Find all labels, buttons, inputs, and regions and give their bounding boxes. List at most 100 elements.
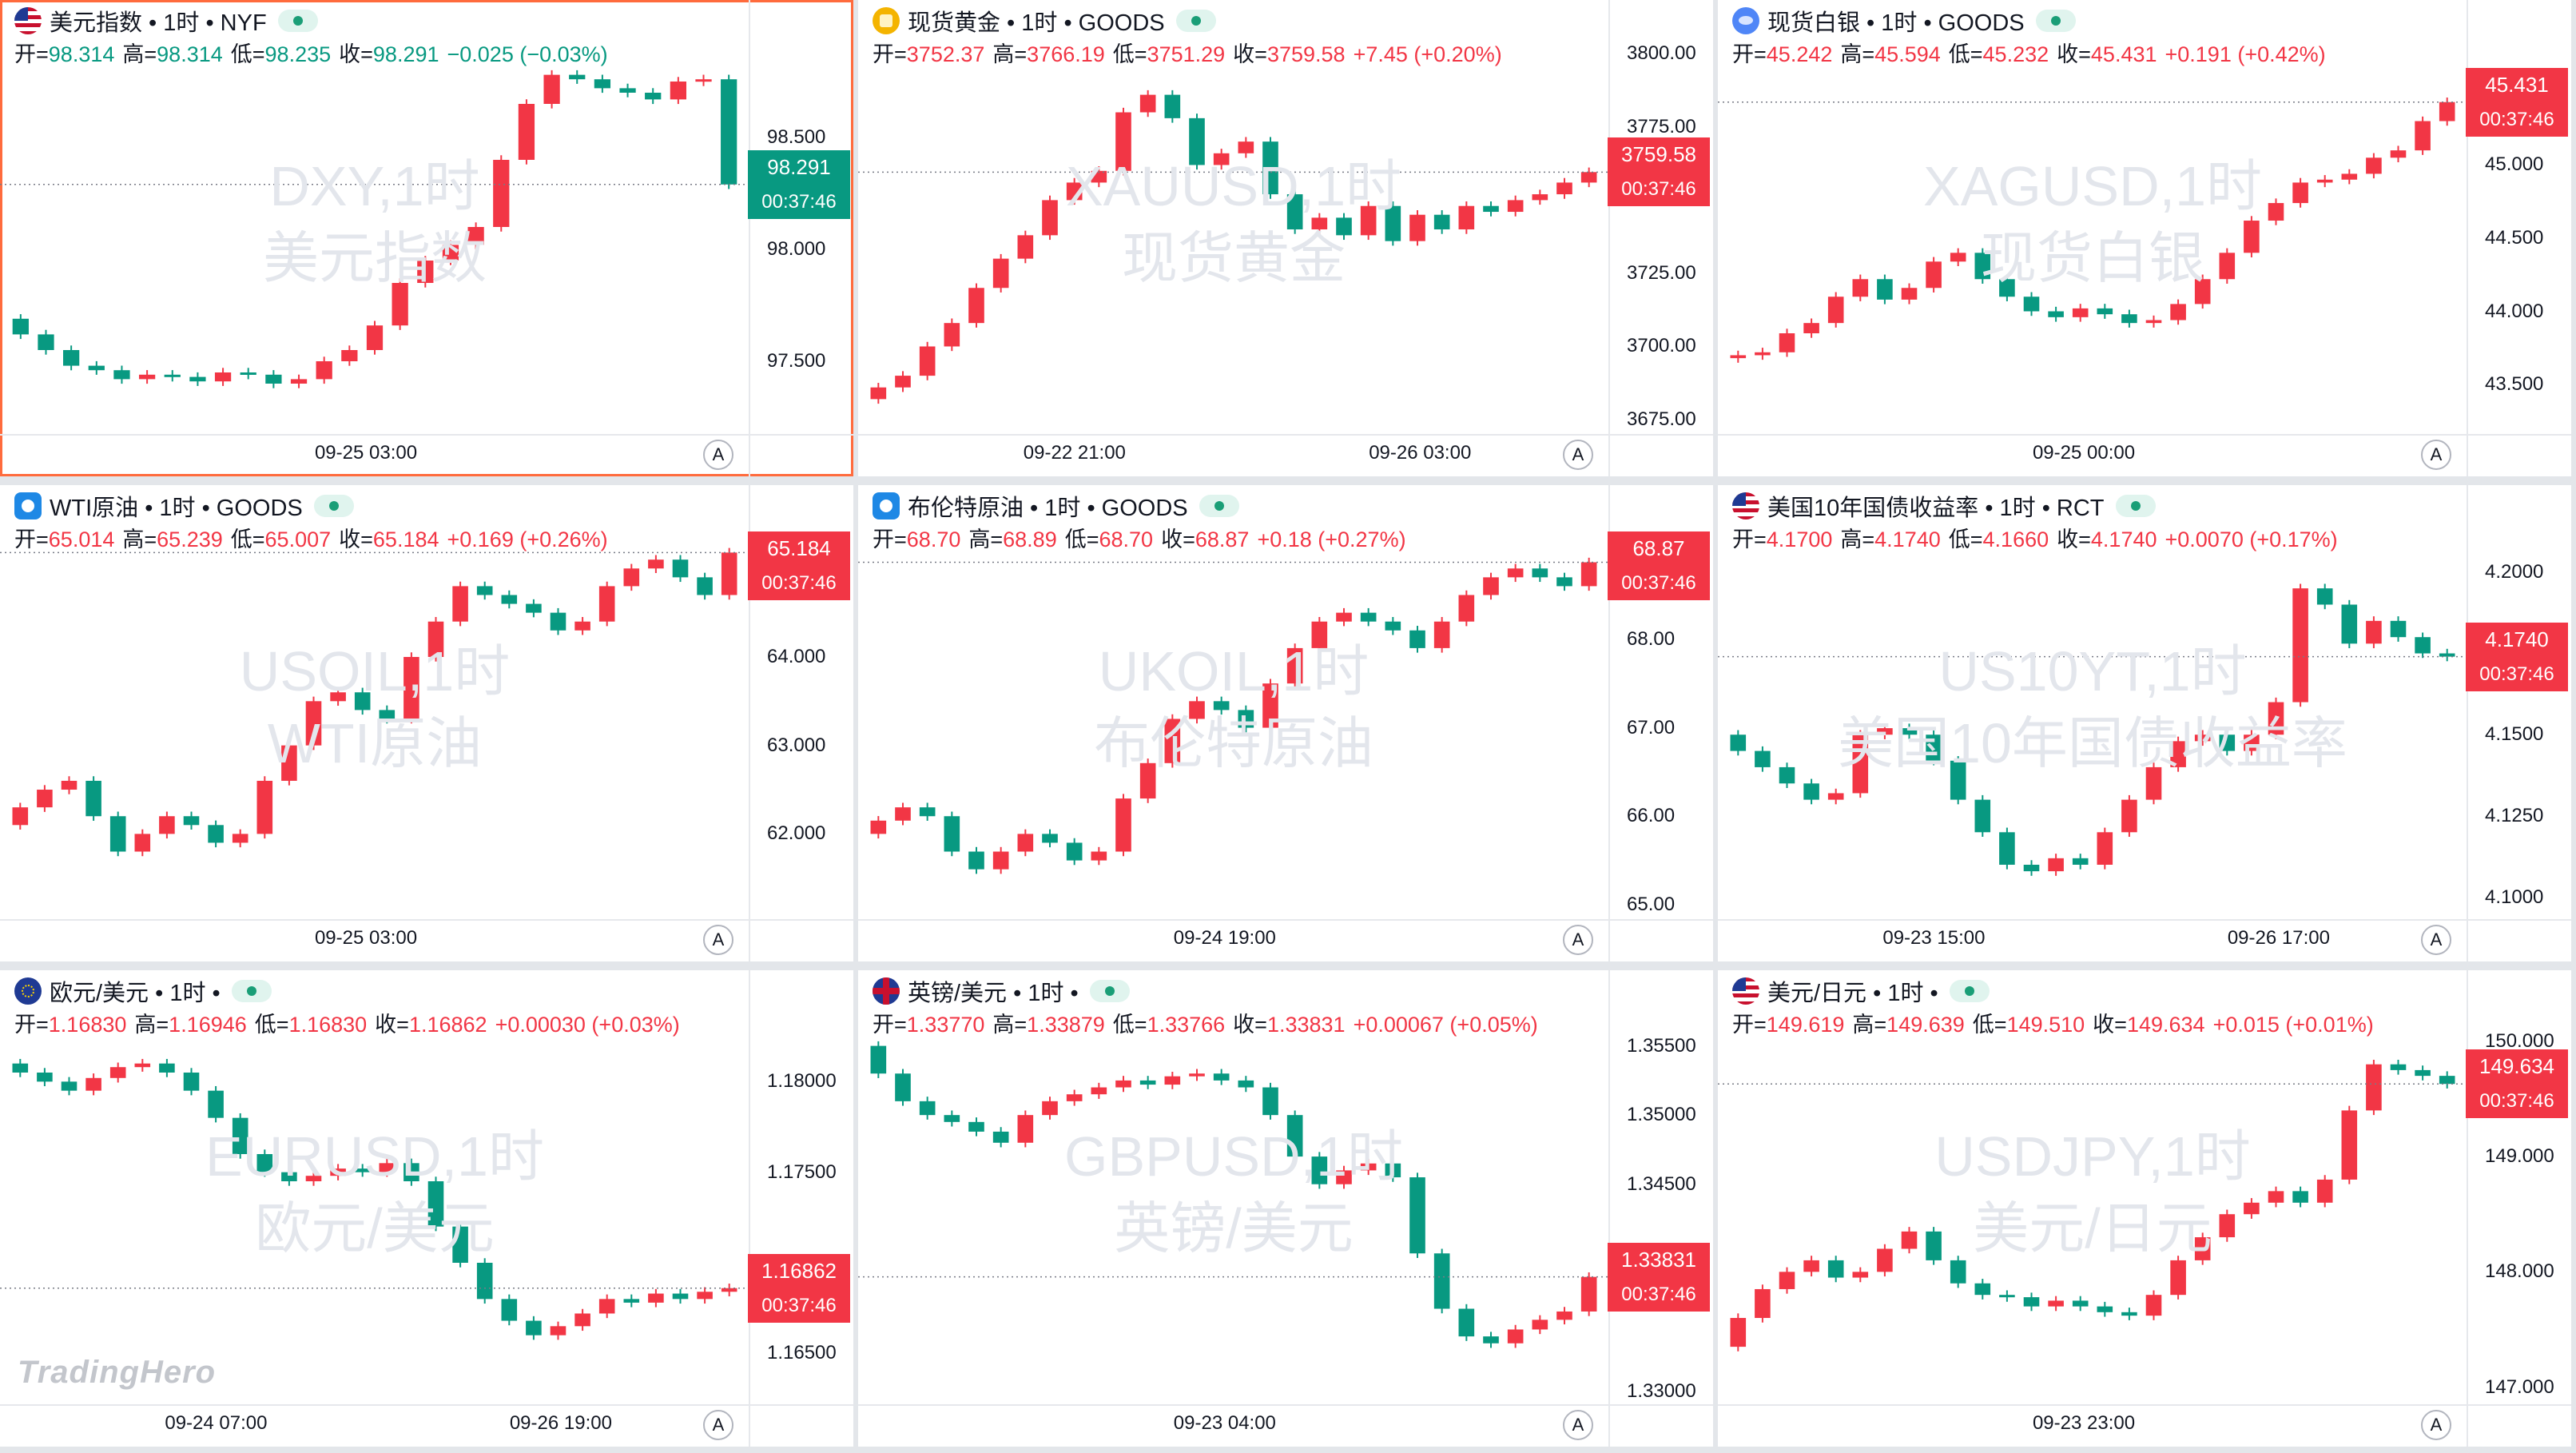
candle [240, 368, 256, 380]
y-tick-label: 3800.00 [1627, 42, 1696, 65]
candle [1164, 714, 1181, 768]
candle [2170, 299, 2186, 325]
ohlc-open: 开=3752.37 [873, 42, 984, 66]
chart-header[interactable]: 布伦特原油 • 1时 • GOODS [873, 490, 1239, 522]
chart-header[interactable]: 美元/日元 • 1时 • [1732, 975, 1990, 1007]
candle [61, 776, 78, 794]
watermark-line: 欧元/美元 [255, 1197, 495, 1260]
x-tick-label: 09-25 03:00 [314, 927, 418, 949]
candle [623, 563, 640, 591]
ohlc-low: 低=45.232 [1949, 42, 2049, 66]
candle [992, 846, 1009, 874]
auto-scale-button[interactable]: A [1563, 925, 1593, 955]
y-tick-label: 97.500 [767, 350, 826, 372]
candle [919, 341, 936, 380]
ohlc-row: 开=4.1700 高=4.1740 低=4.1660 收=4.1740 +0.0070 … [1732, 522, 2338, 553]
ohlc-close-value: 1.33831 [1266, 1013, 1346, 1037]
chart-panel-wti[interactable]: USOIL,1时 WTI原油 WTI原油 • 1时 • GOODS 开=65.014 高… [0, 485, 853, 961]
auto-scale-button[interactable]: A [1563, 440, 1593, 470]
candle [1877, 723, 1893, 739]
candle [2023, 1292, 2040, 1312]
candle [2244, 730, 2260, 756]
chart-header[interactable]: 现货黄金 • 1时 • GOODS [873, 5, 1216, 37]
chart-panel-eurusd[interactable]: EURUSD,1时 欧元/美元 欧元/美元 • 1时 • 开=1.16830 高=1.1… [0, 970, 853, 1447]
chart-panel-xau[interactable]: XAUUSD,1时 现货黄金 现货黄金 • 1时 • GOODS 开=3752.37 高… [858, 0, 1713, 476]
candle [1779, 328, 1795, 357]
candle [493, 155, 510, 232]
chart-header[interactable]: 美国10年国债收益率 • 1时 • RCT [1732, 490, 2156, 522]
last-price-value: 1.33831 [1621, 1247, 1696, 1272]
auto-scale-button[interactable]: A [703, 440, 733, 470]
candle [550, 1321, 566, 1340]
candle [1483, 1332, 1499, 1348]
ohlc-high-label: 高= [122, 527, 157, 551]
ohlc-open-label: 开= [873, 42, 907, 66]
bar-countdown: 00:37:46 [2479, 108, 2554, 130]
y-tick-label: 147.000 [2485, 1375, 2554, 1398]
candle [63, 345, 80, 371]
candle [85, 776, 101, 821]
candle [2097, 304, 2113, 319]
candle [2268, 697, 2284, 739]
ohlc-close-label: 收= [1233, 1013, 1267, 1037]
chart-panel-xag[interactable]: XAGUSD,1时 现货白银 现货白银 • 1时 • GOODS 开=45.242 高=… [1718, 0, 2571, 476]
auto-scale-button[interactable]: A [2421, 1410, 2451, 1440]
candle [550, 607, 566, 635]
x-tick-label: 09-24 19:00 [1173, 927, 1276, 949]
auto-scale-button[interactable]: A [703, 1410, 733, 1440]
ohlc-row: 开=68.70 高=68.89 低=68.70 收=68.87 +0.18 (+0.27… [873, 522, 1406, 553]
auto-scale-button[interactable]: A [2421, 440, 2451, 470]
candle [870, 816, 887, 839]
chart-header[interactable]: 现货白银 • 1时 • GOODS [1732, 5, 2076, 37]
chart-header[interactable]: 美元指数 • 1时 • NYF [14, 5, 318, 37]
chart-panel-dxy[interactable]: DXY,1时 美元指数 美元指数 • 1时 • NYF 开=98.314 高=98.31… [0, 0, 853, 476]
candle [1042, 195, 1058, 241]
ohlc-open-value: 3752.37 [906, 42, 985, 66]
bar-countdown: 00:37:46 [761, 572, 837, 594]
candle [2415, 1065, 2431, 1081]
ohlc-low-value: 149.510 [2006, 1013, 2085, 1037]
candle [1286, 189, 1303, 234]
watermark-line: 美国10年国债收益率 [1838, 712, 2347, 774]
chart-panel-brent[interactable]: UKOIL,1时 布伦特原油 布伦特原油 • 1时 • GOODS 开=68.70 高=… [858, 485, 1713, 961]
bar-countdown: 00:37:46 [2479, 1090, 2554, 1113]
chart-header[interactable]: 英镑/美元 • 1时 • [873, 975, 1130, 1007]
candle [134, 1058, 151, 1072]
candle [1238, 1076, 1254, 1093]
ohlc-low: 低=4.1660 [1949, 527, 2049, 551]
candle [1164, 90, 1181, 123]
candle [232, 829, 248, 848]
watermark-line: WTI原油 [267, 712, 483, 774]
candle [1336, 213, 1352, 241]
candle [467, 222, 484, 250]
candle [305, 696, 322, 750]
y-tick-label: 1.16500 [767, 1342, 837, 1364]
chart-header[interactable]: 欧元/美元 • 1时 • [14, 975, 272, 1007]
candle [944, 811, 960, 857]
last-price-badge: 98.291 00:37:46 [748, 149, 850, 219]
candle [354, 687, 371, 715]
candle [183, 1068, 200, 1096]
candle [672, 1288, 689, 1304]
auto-scale-button[interactable]: A [2421, 925, 2451, 955]
chart-panel-gbpusd[interactable]: GBPUSD,1时 英镑/美元 英镑/美元 • 1时 • 开=1.33770 高=1.3… [858, 970, 1713, 1447]
y-tick-label: 98.000 [767, 238, 826, 260]
chart-header[interactable]: WTI原油 • 1时 • GOODS [14, 490, 354, 522]
candle [895, 1069, 911, 1106]
chart-panel-us10y[interactable]: US10YT,1时 美国10年国债收益率 美国10年国债收益率 • 1时 • RCT… [1718, 485, 2571, 961]
chart-panel-usdjpy[interactable]: USDJPY,1时 美元/日元 美元/日元 • 1时 • 开=149.619 高=149… [1718, 970, 2571, 1447]
market-status-icon [1949, 980, 1990, 1002]
ohlc-low-value: 1.33766 [1147, 1013, 1226, 1037]
candle [1262, 679, 1278, 733]
candle [1311, 213, 1328, 234]
brand-logo: TradingHero [18, 1355, 217, 1390]
candle [183, 811, 200, 830]
candle [330, 687, 346, 707]
candle [648, 555, 664, 573]
candle [992, 253, 1009, 293]
candle [2292, 583, 2308, 707]
symbol-watermark: US10YT,1时 美国10年国债收益率 [1718, 635, 2467, 779]
auto-scale-button[interactable]: A [703, 925, 733, 955]
y-tick-label: 150.000 [2485, 1029, 2554, 1052]
auto-scale-button[interactable]: A [1563, 1410, 1593, 1440]
